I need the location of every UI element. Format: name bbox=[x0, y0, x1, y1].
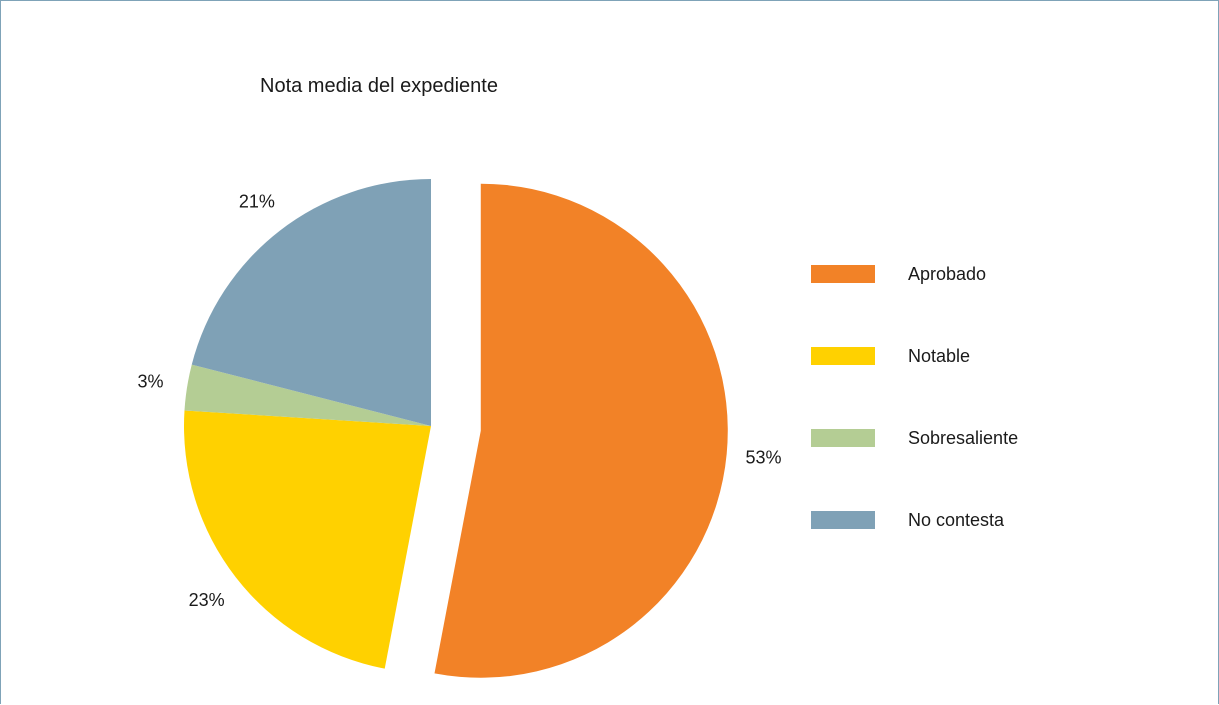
data-label-aprobado: 53% bbox=[746, 447, 782, 467]
legend-swatch-no-contesta bbox=[811, 511, 875, 529]
legend-swatch-notable bbox=[811, 347, 875, 365]
pie-slice-aprobado bbox=[434, 183, 728, 678]
pie-slices bbox=[183, 179, 728, 678]
data-label-notable: 23% bbox=[189, 590, 225, 610]
chart-title: Nota media del expediente bbox=[260, 75, 498, 97]
data-label-sobresaliente: 3% bbox=[137, 372, 163, 392]
pie-slice-no-contesta bbox=[191, 179, 431, 426]
pie-slice-sobresaliente bbox=[184, 364, 431, 426]
legend-label-sobresaliente: Sobresaliente bbox=[908, 428, 1018, 448]
legend: Aprobado Notable Sobresaliente No contesta bbox=[811, 264, 1018, 530]
legend-label-no-contesta: No contesta bbox=[908, 510, 1005, 530]
pie-data-labels: 53% 23% 3% 21% bbox=[137, 192, 781, 610]
legend-label-notable: Notable bbox=[908, 346, 970, 366]
legend-swatch-sobresaliente bbox=[811, 429, 875, 447]
data-label-no-contesta: 21% bbox=[239, 192, 275, 212]
legend-label-aprobado: Aprobado bbox=[908, 264, 986, 284]
legend-swatch-aprobado bbox=[811, 265, 875, 283]
pie-slice-notable bbox=[183, 410, 431, 669]
